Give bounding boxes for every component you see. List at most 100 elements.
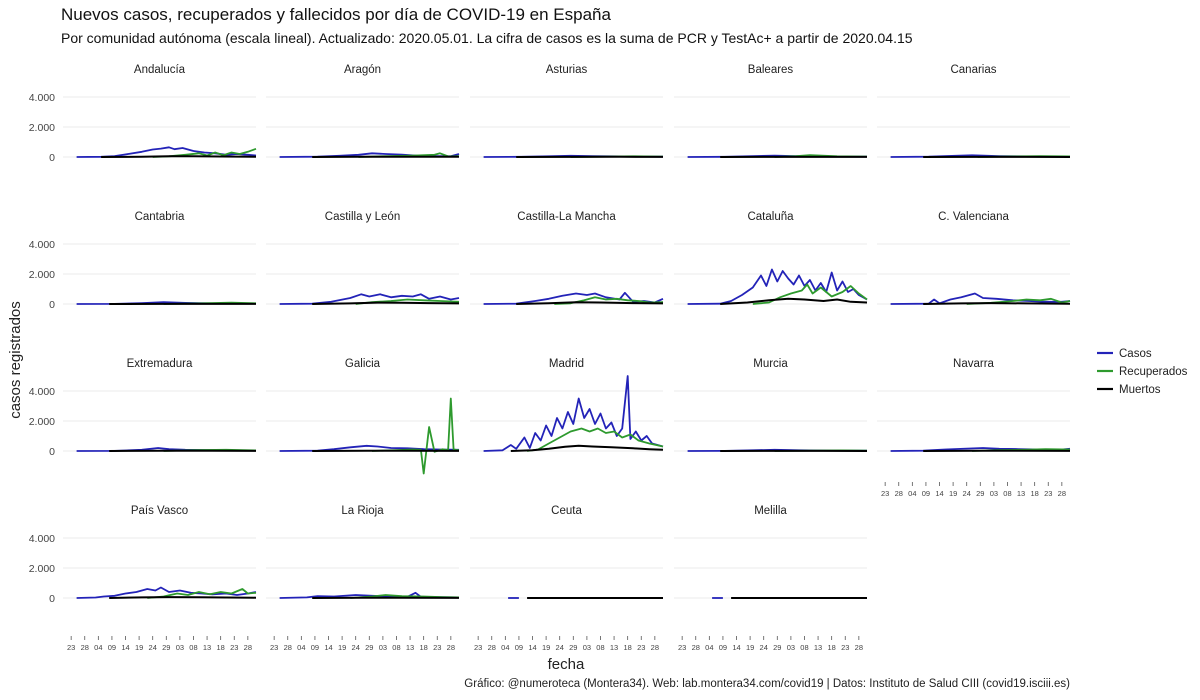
x-tick-label: 28 <box>81 643 89 652</box>
y-tick-label: 4.000 <box>29 239 55 251</box>
panel-title: Cantabria <box>135 211 185 223</box>
x-tick-label: 09 <box>108 643 116 652</box>
panel-title: País Vasco <box>131 505 188 517</box>
x-tick-label: 28 <box>488 643 496 652</box>
y-tick-label: 0 <box>49 593 55 605</box>
x-tick-label: 29 <box>162 643 170 652</box>
panel-castilla-y-le-n: Castilla y León <box>266 211 460 305</box>
panel-title: C. Valenciana <box>938 211 1009 223</box>
series-line-muertos <box>109 596 257 599</box>
series-line-casos <box>890 292 1071 305</box>
x-tick-label: 13 <box>203 643 211 652</box>
x-tick-label: 24 <box>760 643 768 652</box>
x-tick-label: 04 <box>297 643 305 652</box>
x-tick-label: 08 <box>800 643 808 652</box>
x-tick-label: 24 <box>149 643 157 652</box>
x-tick-label: 23 <box>841 643 849 652</box>
x-tick-label: 23 <box>1044 489 1052 498</box>
x-tick-label: 13 <box>406 643 414 652</box>
panel-title: Navarra <box>953 358 995 370</box>
x-tick-label: 19 <box>135 643 143 652</box>
chart-caption: Gráfico: @numeroteca (Montera34). Web: l… <box>464 678 1070 690</box>
x-tick-label: 08 <box>596 643 604 652</box>
x-tick-label: 09 <box>922 489 930 498</box>
x-tick-label: 23 <box>270 643 278 652</box>
x-tick-label: 08 <box>189 643 197 652</box>
x-tick-label: 23 <box>67 643 75 652</box>
panel-madrid: Madrid <box>470 358 664 452</box>
x-tick-label: 13 <box>814 643 822 652</box>
panel-title: Cataluña <box>747 211 794 223</box>
panel-extremadura: Extremadura 0 2.000 4.000 <box>29 358 257 458</box>
x-tick-label: 03 <box>176 643 184 652</box>
y-tick-label: 4.000 <box>29 533 55 545</box>
panel-la-rioja: La Rioja 23 28 04 09 14 19 24 29 03 08 13 18 23 28 <box>266 505 460 652</box>
series-line-muertos <box>510 444 664 452</box>
facet-panels: Andalucía 0 2.000 4.000 Aragón Asturias Balear… <box>29 64 1071 652</box>
panel-title: Andalucía <box>134 64 186 76</box>
y-axis-label: casos registrados <box>7 301 24 419</box>
series-line-recuperados <box>152 147 257 158</box>
x-tick-label: 29 <box>773 643 781 652</box>
x-tick-label: 23 <box>637 643 645 652</box>
x-tick-label: 23 <box>230 643 238 652</box>
panel-murcia: Murcia <box>674 358 868 452</box>
x-tick-label: 24 <box>963 489 971 498</box>
panel-title: Canarias <box>950 64 996 76</box>
x-tick-label: 14 <box>324 643 332 652</box>
x-tick-label: 19 <box>746 643 754 652</box>
series-line-muertos <box>923 302 1071 305</box>
x-tick-label: 23 <box>474 643 482 652</box>
x-tick-label: 03 <box>583 643 591 652</box>
series-line-casos <box>279 293 460 305</box>
x-tick-label: 04 <box>908 489 916 498</box>
x-tick-label: 28 <box>651 643 659 652</box>
x-tick-label: 14 <box>528 643 536 652</box>
panel-cantabria: Cantabria 0 2.000 4.000 <box>29 211 257 311</box>
x-tick-label: 18 <box>419 643 427 652</box>
y-tick-label: 2.000 <box>29 122 55 134</box>
panel-baleares: Baleares <box>674 64 868 158</box>
x-tick-label: 29 <box>569 643 577 652</box>
x-tick-label: 23 <box>881 489 889 498</box>
y-tick-label: 4.000 <box>29 92 55 104</box>
panel-andaluc-a: Andalucía 0 2.000 4.000 <box>29 64 257 164</box>
series-line-muertos <box>720 297 868 305</box>
panel-galicia: Galicia <box>266 358 460 475</box>
series-line-muertos <box>516 301 664 305</box>
series-line-muertos <box>312 301 460 305</box>
y-tick-label: 2.000 <box>29 563 55 575</box>
series-line-casos <box>687 268 868 305</box>
panel-arag-n: Aragón <box>266 64 460 158</box>
x-tick-label: 08 <box>392 643 400 652</box>
legend-label-recuperados: Recuperados <box>1119 366 1188 378</box>
x-tick-label: 18 <box>623 643 631 652</box>
x-tick-label: 28 <box>692 643 700 652</box>
panel-canarias: Canarias <box>877 64 1071 158</box>
x-tick-label: 28 <box>895 489 903 498</box>
panel-title: Castilla-La Mancha <box>517 211 616 223</box>
panel-castilla-la-mancha: Castilla-La Mancha <box>470 211 664 305</box>
series-line-muertos <box>101 155 257 158</box>
x-tick-label: 18 <box>216 643 224 652</box>
series-line-recuperados <box>752 283 868 305</box>
panel-melilla: Melilla 23 28 04 09 14 19 24 29 03 08 13 18 23 28 <box>674 505 867 652</box>
panel-title: Aragón <box>344 64 381 76</box>
panel-title: Ceuta <box>551 505 582 517</box>
x-tick-label: 09 <box>311 643 319 652</box>
series-line-casos <box>483 375 664 452</box>
panel-ceuta: Ceuta 23 28 04 09 14 19 24 29 03 08 13 18 23 28 <box>470 505 663 652</box>
series-line-recuperados <box>371 397 460 475</box>
x-tick-label: 18 <box>827 643 835 652</box>
x-tick-label: 09 <box>515 643 523 652</box>
panel-title: Baleares <box>748 64 794 76</box>
x-tick-label: 14 <box>121 643 129 652</box>
panel-title: Castilla y León <box>325 211 400 223</box>
x-tick-label: 14 <box>732 643 740 652</box>
x-tick-label: 28 <box>855 643 863 652</box>
x-tick-label: 13 <box>1017 489 1025 498</box>
panel-navarra: Navarra 23 28 04 09 14 19 24 29 03 08 13 18 23 28 <box>877 358 1071 498</box>
x-tick-label: 23 <box>433 643 441 652</box>
x-tick-label: 28 <box>447 643 455 652</box>
x-tick-label: 19 <box>949 489 957 498</box>
